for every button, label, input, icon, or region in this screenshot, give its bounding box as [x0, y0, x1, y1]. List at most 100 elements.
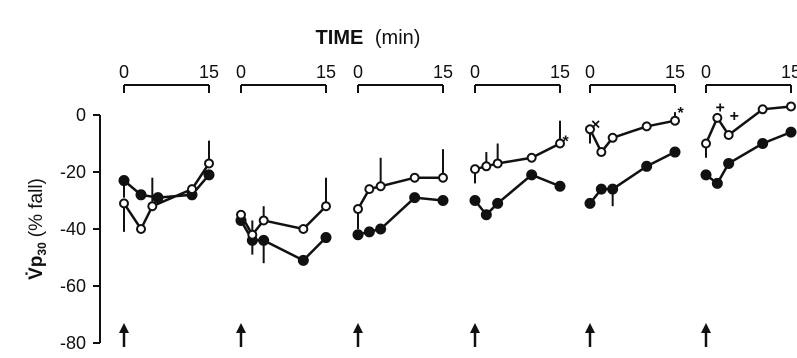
filled-series-point [607, 183, 619, 195]
title-unit: (min) [375, 27, 421, 49]
filled-series-point [641, 160, 653, 172]
y-tick-label: -80 [60, 333, 86, 353]
arrow-head [585, 323, 595, 333]
open-series-point [723, 129, 734, 140]
filled-series-point [554, 180, 566, 192]
open-series-point [470, 164, 480, 175]
panel-3: 0 15 [352, 62, 453, 347]
y-tick-label: -60 [60, 276, 86, 296]
panel-4: 0 15 * [469, 62, 570, 347]
open-series-point [438, 172, 448, 183]
open-series-point [187, 184, 197, 195]
open-series-point [298, 224, 309, 234]
filled-series-point [700, 169, 712, 181]
filled-series-point [711, 177, 723, 189]
open-series-point [119, 198, 129, 209]
svg-text:V̇p30(% fall): V̇p30 (% fall) [25, 178, 49, 280]
x-tick-label: 15 [781, 62, 797, 82]
filled-series-line [589, 150, 676, 205]
title-bold: TIME [316, 27, 364, 49]
open-series-point [136, 224, 146, 234]
annotation-mark: × [591, 117, 600, 134]
ylabel-sub: 30 [35, 242, 49, 256]
open-series-point [526, 152, 537, 163]
open-series-point [147, 201, 158, 212]
open-series-point [585, 124, 595, 135]
open-series-point [555, 138, 565, 149]
x-tick-label: 0 [585, 62, 595, 82]
filled-series-point [480, 209, 492, 221]
filled-series-point [669, 146, 681, 158]
open-series-point [641, 121, 652, 132]
x-tick-label: 15 [433, 62, 453, 82]
open-series-point [492, 158, 503, 169]
filled-series-point [363, 226, 375, 238]
x-tick-label: 0 [119, 62, 129, 82]
open-series-point [757, 104, 768, 115]
annotation-mark: * [563, 134, 570, 151]
filled-series-point [375, 223, 387, 235]
open-series-point [712, 112, 723, 123]
open-series-point [236, 209, 246, 220]
filled-series-line [474, 173, 561, 217]
open-series-point [701, 138, 711, 149]
panels: 0 15 0 15 0 15 0 15 * 0 15 × * 0 15 + + [118, 62, 797, 347]
arrow-head [470, 323, 480, 333]
annotation-mark: + [715, 99, 724, 116]
open-series-point [786, 101, 796, 112]
filled-series-point [723, 157, 735, 169]
x-tick-label: 0 [353, 62, 363, 82]
open-series-point [607, 132, 618, 143]
x-tick-label: 15 [199, 62, 219, 82]
filled-series-point [492, 197, 504, 209]
x-tick-label: 0 [470, 62, 480, 82]
y-tick-label: -40 [60, 219, 86, 239]
panel-1: 0 15 [118, 62, 219, 347]
y-axis-label: V̇p30 (% fall) [25, 178, 49, 280]
arrow-head [353, 323, 363, 333]
filled-series-point [584, 197, 596, 209]
arrow-head [701, 323, 711, 333]
x-tick-label: 15 [316, 62, 336, 82]
svg-text:TIME (min): TIME (min) [316, 27, 421, 49]
open-series-point [481, 161, 492, 172]
ylabel-unit: (% fall) [26, 178, 47, 237]
filled-series-point [352, 229, 364, 241]
open-series-point [409, 172, 420, 183]
open-series-point [258, 215, 269, 226]
x-tick-label: 0 [701, 62, 711, 82]
arrow-head [236, 323, 246, 333]
open-series-point [364, 184, 375, 195]
filled-series-point [297, 254, 309, 266]
open-series-point [247, 229, 258, 240]
panel-5: 0 15 × * [584, 62, 685, 347]
open-series-point [670, 115, 680, 126]
filled-series-point [785, 126, 797, 138]
filled-series-point [320, 232, 332, 244]
filled-series-point [258, 234, 270, 246]
panel-2: 0 15 [235, 62, 336, 347]
filled-series-point [757, 138, 769, 149]
x-tick-label: 15 [665, 62, 685, 82]
annotation-mark: * [678, 105, 685, 122]
filled-series-point [469, 195, 481, 206]
open-series-point [321, 201, 331, 212]
filled-series-point [409, 192, 421, 204]
panel-6: 0 15 + + [700, 62, 797, 347]
filled-series-point [595, 183, 607, 195]
arrow-head [119, 323, 129, 333]
filled-series-point [203, 169, 215, 181]
filled-series-line [705, 130, 792, 186]
ylabel-main: V̇p [25, 256, 47, 280]
filled-series-point [526, 169, 538, 181]
open-series-point [596, 147, 607, 158]
x-tick-label: 15 [550, 62, 570, 82]
filled-series-point [437, 195, 449, 206]
annotation-mark: + [730, 108, 739, 125]
y-tick-label: 0 [76, 105, 86, 125]
y-ticks: 0 -20 -40 -60 -80 [60, 105, 100, 353]
open-series-point [375, 181, 386, 192]
open-series-point [353, 204, 363, 215]
filled-series-point [152, 192, 164, 204]
